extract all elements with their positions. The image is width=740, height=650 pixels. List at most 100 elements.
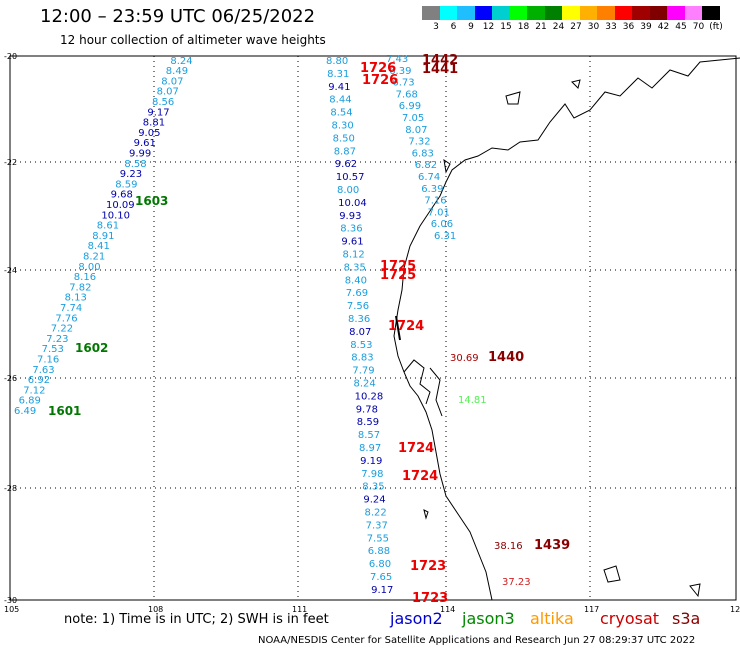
legend-swatch: [439, 6, 457, 20]
legend-swatch: [614, 6, 632, 20]
legend-label: 33: [605, 22, 617, 32]
swh-value: 7.65: [370, 572, 392, 583]
lon-label: 105: [4, 605, 19, 614]
legend-swatch: [474, 6, 492, 20]
legend-swatch: [544, 6, 562, 20]
swh-value: 7.76: [55, 313, 77, 324]
swh-value: 9.05: [138, 128, 160, 139]
swh-value: 6.92: [28, 375, 50, 386]
lon-label: 108: [148, 605, 163, 614]
legend-label: 12: [482, 22, 495, 32]
island-4: [423, 509, 429, 520]
coastline-mainland: [393, 57, 740, 601]
swh-value: 9.68: [111, 190, 133, 201]
swh-value: 8.61: [97, 221, 119, 232]
swh-value: 6.82: [415, 160, 437, 171]
satellite-jason2: jason2: [390, 609, 443, 628]
swh-value: 7.01: [428, 207, 450, 218]
lon-label: 111: [292, 605, 307, 614]
swh-value: 8.58: [124, 159, 146, 170]
coastline: [393, 57, 740, 601]
pass-label: 1723: [410, 559, 446, 574]
swh-value: 6.49: [14, 406, 36, 417]
pass-label: 1725: [380, 259, 416, 274]
swh-value: 8.00: [337, 185, 359, 196]
lat-label: -20: [4, 52, 17, 61]
legend-label: (ft): [709, 22, 723, 32]
island-1: [505, 91, 521, 105]
swh-value: 6.89: [19, 396, 41, 407]
swh-value: 9.17: [371, 585, 393, 596]
legend-swatch: [457, 6, 475, 20]
swh-value: 8.81: [143, 118, 165, 129]
swh-value: 10.57: [336, 172, 365, 183]
swh-value: 7.69: [346, 288, 368, 299]
lon-label: 120: [730, 605, 740, 614]
swh-value: 7.37: [366, 520, 388, 531]
legend-swatch: [632, 6, 650, 20]
satellite-altika: altika: [530, 609, 574, 628]
island-6: [689, 583, 701, 598]
pass-label: 1602: [75, 341, 108, 355]
swh-value: 8.35: [344, 262, 366, 273]
satellite-s3a: s3a: [672, 609, 701, 628]
swh-value: 14.81: [458, 395, 487, 406]
legend-swatch: [684, 6, 702, 20]
swh-value: 8.53: [350, 340, 372, 351]
lat-label: -24: [4, 266, 17, 275]
pass-label: 1442: [422, 53, 458, 68]
swh-value: 10.10: [101, 210, 130, 221]
pass-label: 1723: [412, 591, 448, 606]
swh-value: 7.74: [60, 303, 82, 314]
swh-value: 9.24: [363, 495, 385, 506]
swh-value: 6.88: [368, 546, 390, 557]
legend-label: 9: [468, 22, 474, 32]
pass-label: 1439: [534, 538, 570, 553]
swh-value: 8.44: [329, 95, 351, 106]
swh-value: 8.97: [359, 443, 381, 454]
swh-value: 8.36: [348, 314, 370, 325]
swh-value: 6.74: [418, 172, 440, 183]
legend-label: 15: [500, 22, 512, 32]
swh-value: 8.07: [161, 76, 183, 87]
swh-value: 8.13: [65, 293, 87, 304]
swh-value: 6.80: [369, 559, 391, 570]
legend-swatch: [509, 6, 527, 20]
lat-label: -28: [4, 484, 17, 493]
swh-value: 9.41: [328, 82, 350, 93]
swh-value: 8.31: [327, 69, 349, 80]
swh-value: 6.99: [399, 101, 421, 112]
swh-value: 8.07: [157, 87, 179, 98]
page-title: 12:00 – 23:59 UTC 06/25/2022: [40, 6, 316, 27]
swh-value: 7.12: [23, 385, 45, 396]
legend-swatch: [562, 6, 580, 20]
satellite-cryosat: cryosat: [600, 609, 660, 628]
swh-value: 8.54: [330, 108, 352, 119]
legend-label: 24: [552, 22, 565, 32]
swh-value: 10.09: [106, 200, 135, 211]
swh-value: 8.87: [334, 146, 356, 157]
legend-label: 70: [692, 22, 705, 32]
legend-label: 27: [570, 22, 582, 32]
swh-value: 7.53: [42, 344, 64, 355]
legend-swatch: [422, 6, 440, 20]
legend-swatch: [702, 6, 720, 20]
swh-value: 8.35: [362, 482, 384, 493]
swh-value: 8.30: [332, 121, 354, 132]
legend-swatch: [579, 6, 597, 20]
map-frame: [9, 55, 737, 601]
note-text: note: 1) Time is in UTC; 2) SWH is in fe…: [64, 612, 329, 627]
pass-label: 1726: [362, 73, 398, 88]
swh-value: 8.59: [357, 417, 379, 428]
swh-value: 7.32: [408, 137, 430, 148]
swh-value: 38.16: [494, 541, 523, 552]
footer-credit: NOAA/NESDIS Center for Satellite Applica…: [258, 635, 696, 646]
legend-label: 39: [640, 22, 652, 32]
swh-value: 37.23: [502, 577, 531, 588]
swh-value: 8.36: [340, 224, 362, 235]
swh-value: 6.31: [434, 231, 456, 242]
pass-label: 1726: [360, 61, 396, 76]
swh-value: 8.21: [83, 252, 105, 263]
